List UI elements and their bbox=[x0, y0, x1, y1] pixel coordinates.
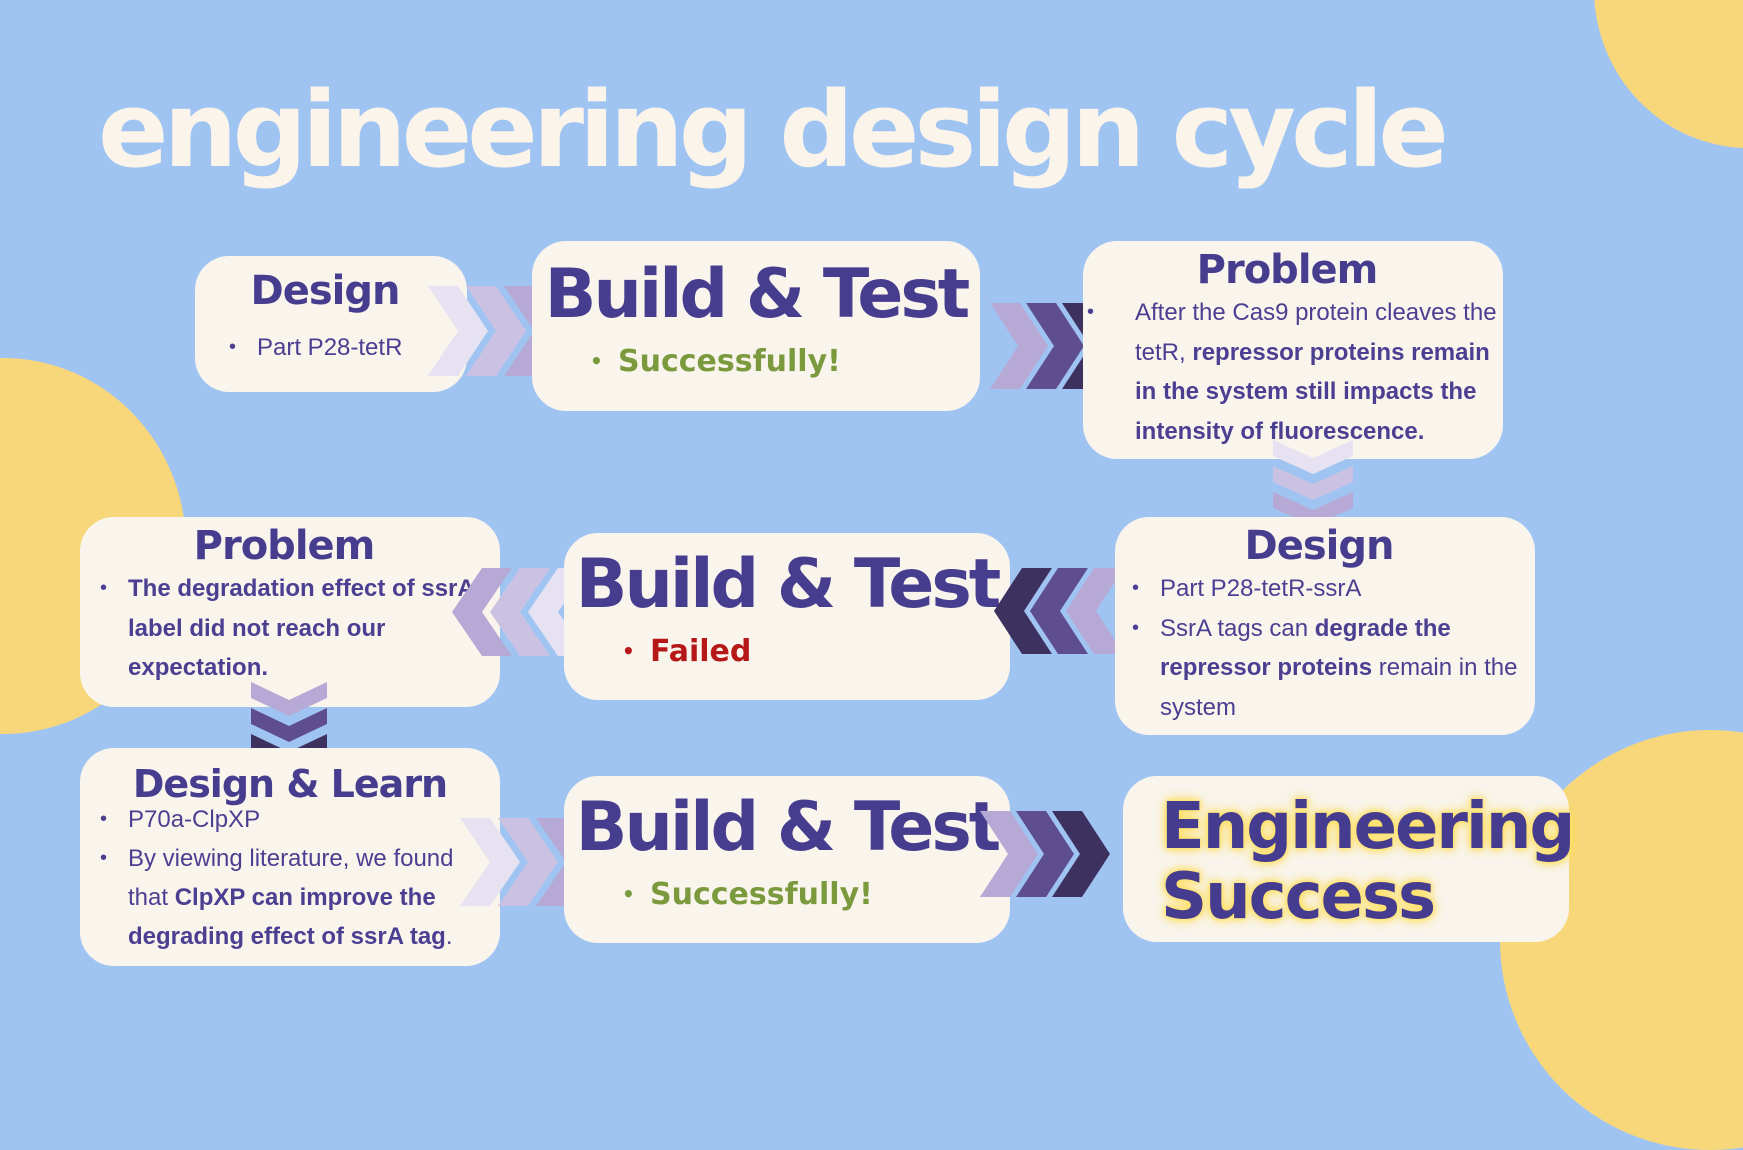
row2-problem-card: Problem The degradation effect of ssrA l… bbox=[80, 517, 500, 707]
card-list: P70a-ClpXP By viewing literature, we fou… bbox=[96, 800, 500, 956]
card-heading: Problem bbox=[1196, 247, 1379, 293]
chevron-right-icon bbox=[980, 811, 1110, 897]
problem-text: After the Cas9 protein cleaves the tetR, bbox=[1135, 299, 1497, 366]
list-item: P70a-ClpXP bbox=[96, 800, 500, 839]
list-item: Part P28-tetR bbox=[225, 328, 402, 367]
engineering-success-text: Engineering Success bbox=[1161, 790, 1575, 934]
card-list: Part P28-tetR bbox=[225, 328, 402, 367]
card-list: After the Cas9 protein cleaves the tetR,… bbox=[1083, 293, 1503, 451]
row2-design-card: Design Part P28-tetR-ssrA SsrA tags can … bbox=[1115, 517, 1535, 735]
card-list: The degradation effect of ssrA label did… bbox=[96, 569, 500, 688]
card-heading: Build & Test bbox=[575, 788, 1002, 867]
list-item: SsrA tags can degrade the repressor prot… bbox=[1128, 609, 1533, 728]
page-title: engineering design cycle bbox=[98, 69, 1449, 191]
row3-build-test-card: Build & Test Successfully! bbox=[564, 776, 1010, 943]
chevron-left-icon bbox=[994, 568, 1124, 654]
row1-problem-card: Problem After the Cas9 protein cleaves t… bbox=[1083, 241, 1503, 459]
list-item: The degradation effect of ssrA label did… bbox=[96, 569, 500, 688]
row1-build-test-card: Build & Test Successfully! bbox=[532, 241, 980, 411]
row3-design-learn-card: Design & Learn P70a-ClpXP By viewing lit… bbox=[80, 748, 500, 966]
list-item: Part P28-tetR-ssrA bbox=[1128, 569, 1533, 609]
list-item: By viewing literature, we found that Clp… bbox=[96, 839, 500, 956]
status-failed: Failed bbox=[618, 632, 751, 671]
yellow-blob-top-right bbox=[1594, 0, 1743, 148]
row1-design-card: Design Part P28-tetR bbox=[195, 256, 467, 392]
card-list: Part P28-tetR-ssrA SsrA tags can degrade… bbox=[1128, 569, 1533, 727]
row2-build-test-card: Build & Test Failed bbox=[564, 533, 1010, 700]
list-item: After the Cas9 protein cleaves the tetR,… bbox=[1083, 293, 1503, 451]
status-success: Successfully! bbox=[618, 875, 873, 914]
chevron-right-icon bbox=[990, 303, 1120, 389]
problem-text-bold: repressor proteins remain in the system … bbox=[1135, 338, 1490, 445]
problem-text-bold: The degradation effect of ssrA label did… bbox=[128, 575, 474, 681]
card-heading: Design & Learn bbox=[132, 762, 448, 806]
card-heading: Design bbox=[1244, 523, 1395, 569]
engineering-success-card: Engineering Success bbox=[1123, 776, 1575, 942]
status-success: Successfully! bbox=[586, 342, 841, 381]
card-list: Successfully! bbox=[586, 342, 841, 381]
card-heading: Design bbox=[250, 268, 401, 314]
card-heading: Build & Test bbox=[544, 255, 971, 334]
card-heading: Problem bbox=[193, 523, 376, 569]
card-list: Successfully! bbox=[618, 875, 873, 914]
card-list: Failed bbox=[618, 632, 751, 671]
card-heading: Build & Test bbox=[575, 545, 1002, 624]
